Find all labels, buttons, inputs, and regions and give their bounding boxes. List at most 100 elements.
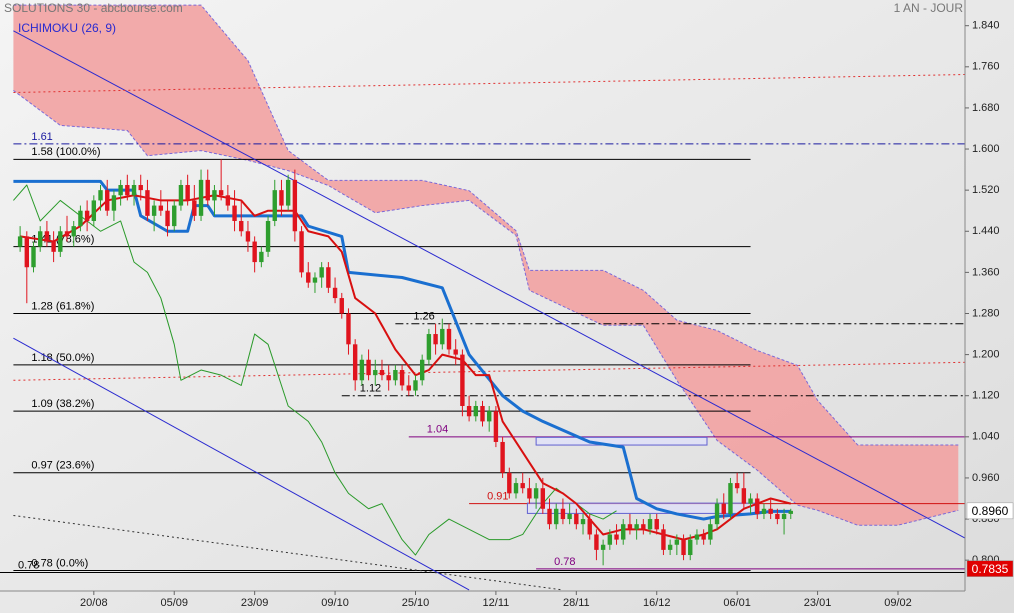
candle-body — [647, 519, 653, 530]
level-label: 0.91 — [487, 491, 508, 503]
candle-body — [399, 370, 405, 386]
candle-body — [634, 524, 639, 530]
candle-body — [681, 539, 686, 556]
candle-body — [661, 529, 666, 550]
candle-body — [446, 328, 452, 350]
level-label: 1.09 (38.2%) — [31, 398, 94, 410]
candle-body — [352, 344, 358, 381]
candle-body — [111, 195, 117, 211]
x-tick-label: 23/09 — [241, 597, 269, 609]
candle-body — [513, 483, 519, 494]
price-tag-label: 0.7835 — [972, 562, 1009, 576]
candle-body — [105, 190, 110, 211]
y-tick-label: 1.760 — [972, 61, 1000, 73]
price-tag — [966, 502, 1014, 520]
candle-body — [332, 287, 338, 299]
y-tick-label: 1.200 — [972, 349, 1000, 361]
candle-body — [24, 236, 30, 268]
price-tag-label: 0.8960 — [972, 504, 1009, 518]
x-tick-label: 09/02 — [884, 597, 912, 609]
candle-body — [761, 508, 767, 514]
cloud-edge — [13, 90, 959, 526]
y-tick-label: 1.600 — [972, 143, 1000, 155]
chart-title: SOLUTIONS 30 - abcbourse.com — [4, 1, 183, 15]
level-label: 1.58 (100.0%) — [31, 146, 100, 158]
candle-body — [600, 544, 606, 550]
candle-body — [587, 519, 592, 535]
candle-body — [775, 513, 780, 520]
candle-body — [641, 524, 646, 530]
candle-body — [667, 544, 673, 550]
candle-body — [151, 205, 157, 216]
y-tick-label: 1.520 — [972, 184, 1000, 196]
candle-body — [145, 190, 150, 216]
candle-body — [406, 385, 411, 391]
candle-body — [239, 220, 244, 232]
level-label: 0.97 (23.6%) — [31, 460, 94, 472]
candle-body — [755, 498, 760, 514]
candle-body — [554, 508, 559, 525]
candle-body — [520, 483, 525, 489]
candle-body — [71, 226, 76, 237]
candle-body — [440, 328, 445, 345]
y-tick-label: 1.440 — [972, 225, 1000, 237]
candle-body — [560, 508, 566, 520]
candle-body — [453, 349, 458, 355]
x-tick-label: 12/11 — [483, 597, 510, 609]
level-label: 1.18 (50.0%) — [31, 352, 94, 364]
candle-body — [547, 508, 552, 525]
candle-body — [78, 210, 83, 227]
candle-body — [339, 298, 344, 314]
candle-body — [701, 534, 706, 540]
x-tick-label: 06/01 — [723, 597, 751, 609]
candle-body — [567, 513, 572, 520]
indicator-line — [13, 184, 617, 556]
level-label: 0.78 — [554, 556, 575, 568]
candle-body — [185, 185, 190, 201]
candle-body — [493, 411, 499, 442]
level-label: 1.28 (61.8%) — [31, 300, 94, 312]
x-tick-label: 09/10 — [321, 597, 349, 609]
level-label: 0.78 — [18, 559, 39, 571]
candle-body — [265, 220, 271, 252]
candle-body — [627, 524, 633, 530]
x-tick-label: 25/10 — [402, 597, 430, 609]
candle-body — [741, 488, 747, 504]
y-tick-label: 1.120 — [972, 390, 1000, 402]
candle-body — [306, 272, 311, 283]
candle-body — [326, 267, 331, 288]
candle-body — [165, 210, 170, 227]
candle-body — [419, 359, 425, 381]
trendline — [13, 337, 470, 591]
candle-body — [158, 205, 164, 211]
candle-body — [487, 411, 492, 422]
level-label: 1.04 — [427, 424, 448, 436]
x-tick-label: 05/09 — [160, 597, 188, 609]
candle-body — [64, 231, 70, 237]
candle-body — [500, 441, 505, 473]
candle-body — [614, 534, 619, 540]
level-label: 0.78 (0.0%) — [31, 557, 88, 569]
candle-body — [131, 185, 137, 196]
x-tick-label: 16/12 — [643, 597, 671, 609]
indicator-line — [13, 179, 791, 521]
candle-body — [178, 185, 184, 206]
price-tag — [966, 560, 1014, 577]
candle-body — [527, 488, 532, 499]
candle-body — [98, 190, 103, 201]
candle-body — [312, 277, 318, 283]
candle-body — [748, 498, 753, 504]
candle-body — [225, 195, 231, 206]
candle-body — [118, 185, 123, 196]
candle-body — [607, 534, 613, 545]
candle-body — [58, 231, 63, 252]
candle-body — [788, 510, 793, 514]
candle-body — [473, 405, 478, 417]
candle-body — [279, 190, 284, 206]
candle-body — [393, 370, 398, 381]
candle-body — [533, 488, 539, 499]
candle-body — [708, 524, 713, 540]
candle-body — [366, 359, 371, 376]
